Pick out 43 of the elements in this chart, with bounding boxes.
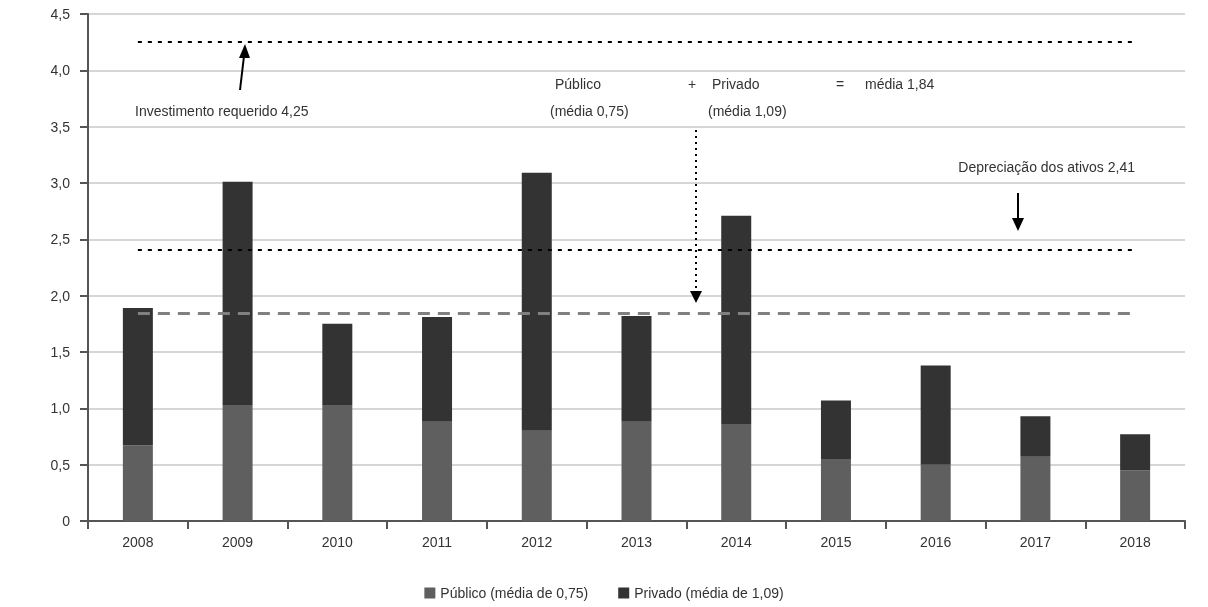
bar [920,365,951,465]
bar [422,317,453,422]
bar [521,172,552,431]
x-tick-label: 2018 [1119,534,1151,550]
y-tick-label: 2,0 [50,287,71,304]
y-tick-label: 1,0 [50,400,71,417]
y-tick-label: 1,5 [50,344,71,360]
x-tick-label: 2010 [321,534,354,550]
annotation: (média 0,75) [550,103,629,119]
annotation: = [836,76,845,92]
y-tick-label: 0 [62,513,71,529]
bar [1020,416,1051,457]
bar [122,308,153,446]
bar [1120,434,1151,471]
annotation: Depreciação dos ativos 2,41 [958,159,1136,175]
y-tick-label: 4,5 [50,6,71,22]
y-tick-label: 4,0 [50,62,71,79]
x-tick-label: 2012 [521,534,553,550]
x-tick-label: 2008 [122,534,154,550]
x-tick-label: 2013 [620,534,653,550]
x-tick-label: 2016 [920,534,952,550]
annotation: Privado [712,76,760,92]
x-tick-label: 2011 [421,534,453,550]
bar [820,400,851,460]
bar [322,323,353,405]
annotation: (média 1,09) [708,103,787,119]
y-tick-label: 3,0 [50,175,71,191]
y-tick-label: 0,5 [50,456,71,473]
annotation: média 1,84 [865,76,935,92]
x-tick-label: 2017 [1019,534,1052,550]
legend-label: Privado (média de 1,09) [634,585,784,601]
bar [621,315,652,422]
bar [721,215,752,425]
x-tick-label: 2014 [720,534,753,550]
y-tick-label: 3,5 [50,118,71,135]
bar [222,181,253,405]
annotation: Investimento requerido 4,25 [135,103,309,119]
annotation: + [688,76,697,92]
x-tick-label: 2015 [820,534,852,550]
y-tick-label: 2,5 [50,231,71,248]
annotation: Público [555,76,602,92]
legend-label: Público (média de 0,75) [440,585,589,601]
x-tick-label: 2009 [222,534,254,550]
